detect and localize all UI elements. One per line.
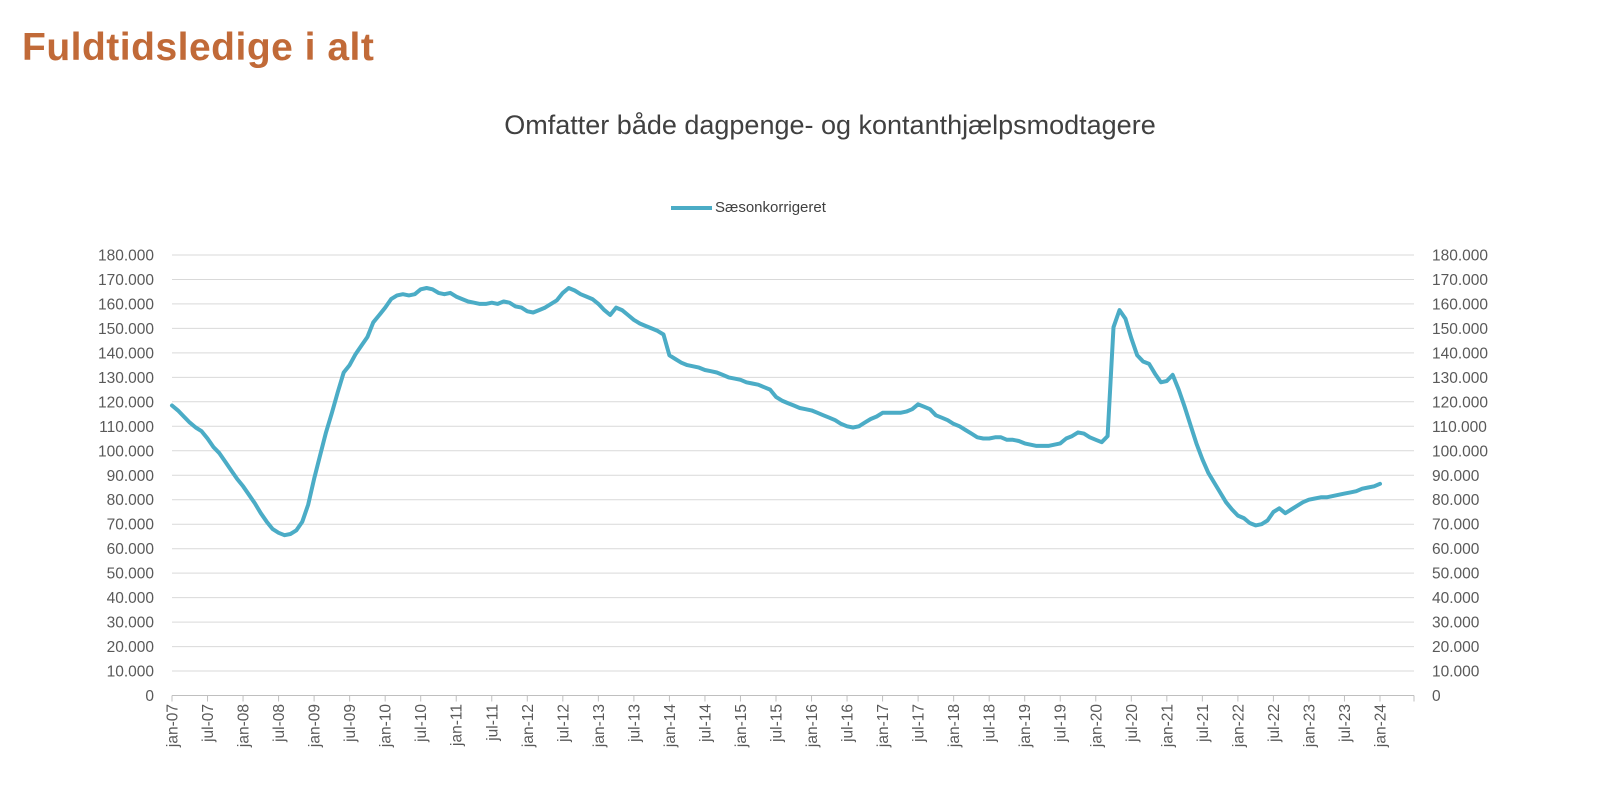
x-axis-tick-label: jul-12 [555, 704, 572, 743]
y-axis-tick-label-left: 30.000 [107, 615, 155, 632]
y-axis-tick-label-right: 10.000 [1432, 664, 1480, 681]
y-axis-tick-label-left: 180.000 [98, 248, 154, 265]
x-axis-tick-label: jul-19 [1053, 704, 1070, 743]
x-axis-tick-label: jan-12 [520, 704, 537, 748]
x-axis-tick-label: jul-16 [840, 704, 857, 743]
y-axis-tick-label-right: 170.000 [1432, 272, 1488, 289]
x-axis-tick-label: jan-09 [307, 704, 324, 748]
x-axis-tick-label: jan-13 [591, 704, 608, 748]
y-axis-tick-label-left: 120.000 [98, 394, 154, 411]
x-axis-tick-label: jul-23 [1337, 704, 1354, 743]
x-axis-tick-label: jan-15 [733, 704, 750, 748]
series-line-saesonkorrigeret [170, 286, 1382, 538]
x-axis-tick-label: jul-08 [271, 704, 288, 743]
y-axis-tick-label-right: 70.000 [1432, 517, 1480, 534]
x-axis-tick-label: jan-19 [1017, 704, 1034, 748]
x-axis-tick-label: jul-11 [484, 704, 501, 742]
x-axis-tick-label: jan-20 [1088, 704, 1105, 748]
y-axis-tick-label-left: 10.000 [107, 664, 155, 681]
x-axis-tick-label: jul-17 [911, 704, 928, 743]
y-axis-tick-label-right: 50.000 [1432, 566, 1480, 583]
y-axis-tick-label-right: 160.000 [1432, 296, 1488, 313]
chart-legend[interactable]: Sæsonkorrigeret [671, 199, 826, 216]
y-axis-tick-label-left: 70.000 [107, 517, 155, 534]
x-axis-tick-label: jul-20 [1124, 704, 1141, 743]
y-axis-tick-label-right: 110.000 [1432, 419, 1487, 436]
y-axis-tick-label-right: 30.000 [1432, 615, 1480, 632]
y-axis-tick-label-right: 60.000 [1432, 541, 1480, 558]
y-axis-tick-label-left: 90.000 [107, 468, 155, 485]
x-axis-tick-label: jul-22 [1266, 704, 1283, 743]
y-axis-tick-label-right: 40.000 [1432, 590, 1480, 607]
legend-line-marker [671, 205, 712, 210]
legend-label: Sæsonkorrigeret [715, 199, 826, 216]
y-axis-tick-label-left: 150.000 [98, 321, 154, 338]
y-axis-tick-label-right: 20.000 [1432, 639, 1480, 656]
x-axis-tick-label: jul-21 [1195, 704, 1212, 743]
y-axis-tick-label-left: 80.000 [107, 492, 155, 509]
y-axis-tick-label-right: 150.000 [1432, 321, 1488, 338]
chart-title: Omfatter både dagpenge- og kontanthjælps… [504, 110, 1156, 140]
x-axis-tick-label: jan-18 [946, 704, 963, 748]
x-axis-tick-label: jul-15 [769, 704, 786, 743]
x-axis-tick-label: jan-14 [662, 704, 679, 748]
x-axis-tick-label: jul-09 [342, 704, 359, 743]
y-axis-tick-label-left: 160.000 [98, 296, 154, 313]
x-axis-tick-label: jan-11 [449, 704, 466, 747]
y-axis-tick-label-right: 80.000 [1432, 492, 1480, 509]
x-axis-tick-label: jan-08 [236, 704, 253, 748]
y-axis-tick-label-left: 50.000 [107, 566, 155, 583]
x-axis-tick-label: jan-16 [804, 704, 821, 748]
x-axis-tick-label: jan-23 [1301, 704, 1318, 748]
x-axis-tick-label: jul-18 [982, 704, 999, 743]
x-axis-tick-label: jul-14 [697, 704, 714, 743]
x-axis-tick-label: jan-10 [378, 704, 395, 748]
y-axis-tick-label-right: 90.000 [1432, 468, 1480, 485]
y-axis-tick-label-right: 100.000 [1432, 443, 1488, 460]
y-axis-tick-label-left: 40.000 [107, 590, 155, 607]
x-axis-tick-label: jan-22 [1230, 704, 1247, 748]
x-axis-tick-label: jan-17 [875, 704, 892, 748]
x-axis-tick-label: jul-07 [200, 704, 217, 743]
y-axis-tick-label-left: 130.000 [98, 370, 154, 387]
y-axis-tick-label-left: 110.000 [99, 419, 154, 436]
y-axis-tick-label-left: 140.000 [98, 345, 154, 362]
y-axis-tick-label-right: 130.000 [1432, 370, 1488, 387]
y-axis-tick-label-left: 100.000 [98, 443, 154, 460]
x-axis-tick-label: jul-10 [413, 704, 430, 743]
y-axis-tick-label-left: 170.000 [98, 272, 154, 289]
y-axis-tick-label-right: 140.000 [1432, 345, 1488, 362]
x-axis-tick-label: jan-21 [1159, 704, 1176, 748]
x-axis-tick-label: jan-07 [165, 704, 182, 748]
page-title: Fuldtidsledige i alt [22, 26, 375, 69]
y-axis-tick-label-left: 0 [145, 688, 154, 705]
y-axis-tick-label-left: 20.000 [107, 639, 155, 656]
y-axis-tick-label-left: 60.000 [107, 541, 155, 558]
y-axis-tick-label-right: 180.000 [1432, 248, 1488, 265]
x-axis-tick-label: jul-13 [626, 704, 643, 743]
y-axis-tick-label-right: 120.000 [1432, 394, 1488, 411]
x-axis-tick-label: jan-24 [1373, 704, 1390, 748]
y-axis-tick-label-right: 0 [1432, 688, 1441, 705]
